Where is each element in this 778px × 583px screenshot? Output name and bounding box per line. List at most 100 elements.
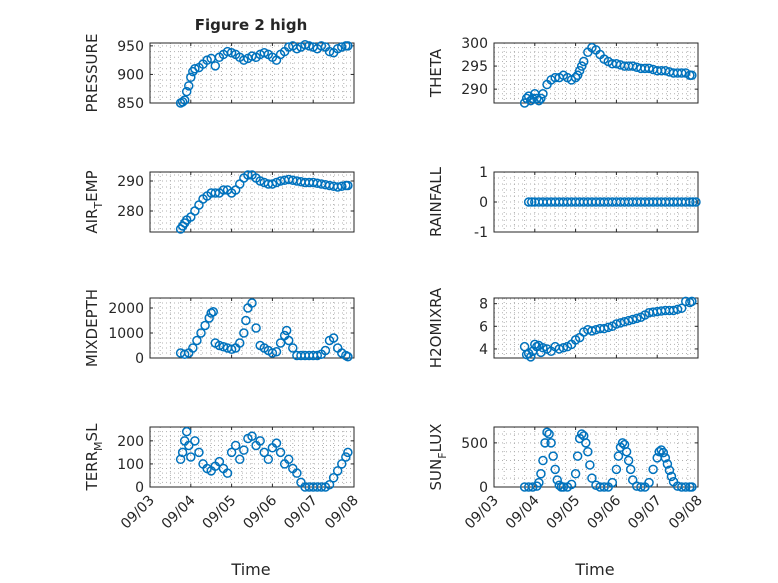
data-point [664,465,675,475]
plot-area [150,43,354,103]
data-point [572,451,583,461]
data-point [676,68,687,78]
left-x-axis-label: Time [230,560,270,579]
data-point [275,447,286,458]
data-point [218,342,229,352]
data-point [550,72,560,83]
data-point [603,322,613,333]
data-point [235,338,245,348]
data-point [566,479,577,490]
data-point [644,477,654,488]
y-axis-label: RAINFALL [427,166,445,237]
data-point [192,335,202,346]
x-tick-label: 09/05 [200,493,240,533]
data-point [672,304,683,315]
y-tick-label: 0 [479,480,488,496]
data-point [186,452,196,462]
axes-rainfall: -1 0 1 RAINFALL [427,165,701,241]
data-point [581,438,591,448]
data-point [687,482,697,492]
data-point [316,41,327,51]
data-point [579,56,589,67]
axes-h2omixra: 4 6 8 H2OMIXRA [427,287,699,368]
data-point [179,349,190,359]
y-axis-label-main: THETA [427,48,445,98]
y-tick-label: 500 [461,436,488,452]
data-point [534,95,544,106]
data-point [341,452,351,462]
data-point [636,482,646,492]
x-tick-label: 09/06 [240,492,280,532]
y-tick-label: 2000 [108,301,144,317]
data-point [691,197,701,207]
data-point [525,352,536,362]
data-point [312,350,323,361]
x-tick-label: 09/07 [625,493,665,533]
right-x-axis-label: Time [574,560,614,579]
axes-sun_flux: 0 500 09/03 09/04 09/05 09/06 09/07 09/08 SUNFLU… [427,424,706,533]
data-point [247,431,257,441]
data-point [611,59,622,69]
data-point [206,308,216,318]
y-axis-label-suffix: EMP [83,170,101,201]
data-point [337,42,347,52]
x-tick-label: 09/08 [666,493,706,533]
data-point [304,41,314,51]
y-tick-label: 280 [117,204,144,220]
data-point [188,343,198,353]
data-point [226,344,237,354]
data-point [558,343,569,353]
data-point [184,440,194,451]
data-point [337,459,347,469]
data-point [194,447,204,458]
data-point [196,328,206,338]
x-tick-label: 09/06 [584,492,624,532]
data-point [530,339,540,350]
data-point [210,188,221,198]
x-tick-label: 09/03 [118,493,158,533]
y-tick-label: -1 [474,225,488,241]
y-axis-label-main: MIXDEPTH [83,289,101,367]
data-point [243,170,253,180]
axes-box [493,42,699,104]
data-point [681,296,691,307]
data-point [247,298,257,308]
data-point [660,65,671,76]
data-point [337,181,347,191]
data-point [570,72,581,83]
y-tick-label: 850 [117,96,144,112]
data-point [660,453,671,463]
data-point [685,197,695,207]
axes-terr_msl: 0 100 200 09/03 09/04 09/05 09/06 09/07 09/08 TER… [83,423,362,532]
y-axis-label-main: PRESSURE [83,34,101,113]
y-axis-label: SUNFLUX [427,424,449,491]
axes-mixdepth: 0 1000 2000 MIXDEPTH [83,289,355,367]
data-point [343,41,353,51]
data-point [528,482,538,492]
data-point [681,482,691,492]
axes-air_temp: 280 290 AIRTEMP [83,170,355,234]
data-point [190,436,200,446]
data-point [607,477,618,488]
data-point [644,63,654,74]
data-point [687,70,697,81]
data-point [558,482,569,492]
data-point [576,429,587,439]
data-point [235,454,245,465]
y-tick-label: 1 [479,165,488,181]
data-point [542,427,552,438]
data-point [662,459,673,469]
data-point [184,81,194,91]
x-tick-label: 09/03 [462,493,502,533]
data-point [681,197,691,207]
data-point [222,46,233,57]
x-tick-label: 09/08 [322,493,362,533]
y-axis-label-main: AIR [83,209,101,234]
data-point [536,93,546,104]
y-tick-label: 295 [461,59,488,75]
y-tick-label: 8 [479,297,488,313]
data-point [181,86,192,97]
y-tick-label: 1000 [108,326,144,342]
